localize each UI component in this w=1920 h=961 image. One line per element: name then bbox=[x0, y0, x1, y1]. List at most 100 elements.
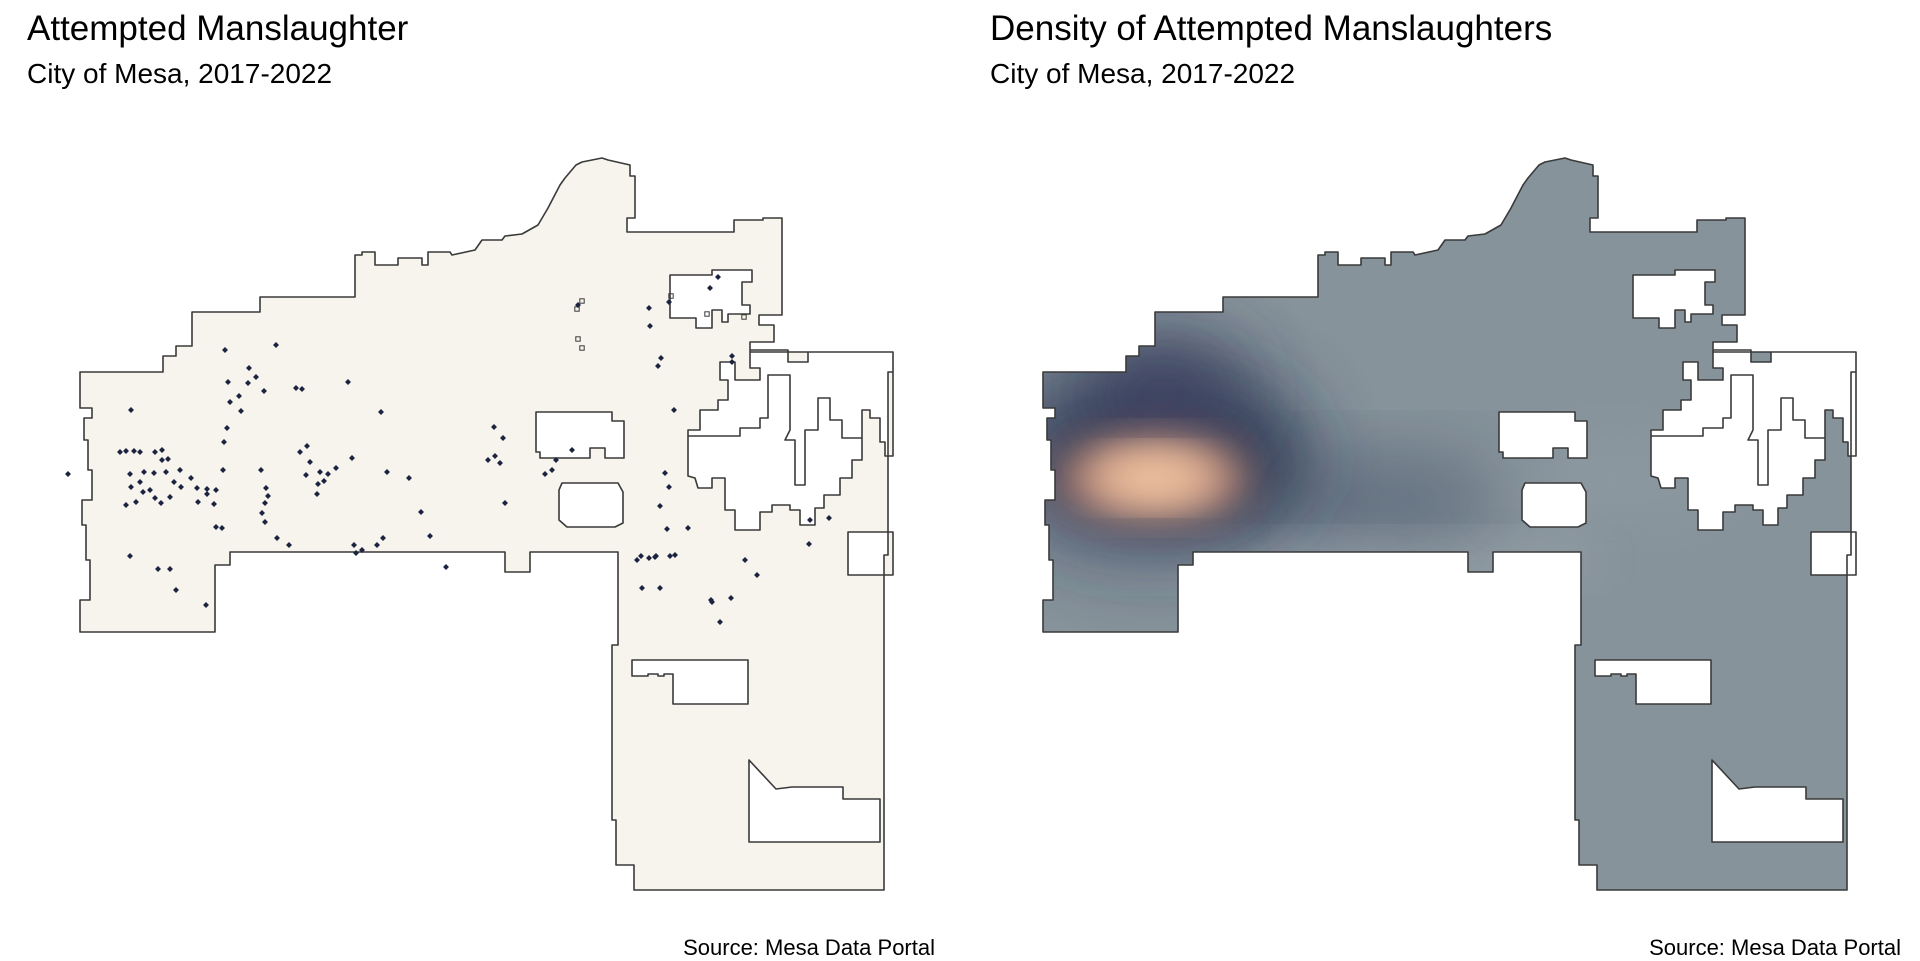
incident-point bbox=[303, 472, 309, 478]
density-map bbox=[1042, 157, 1857, 891]
incident-point bbox=[258, 467, 264, 473]
incident-point bbox=[742, 557, 748, 563]
incident-point bbox=[806, 541, 812, 547]
incident-point bbox=[155, 566, 161, 572]
city-boundary bbox=[79, 157, 894, 891]
incident-point bbox=[500, 435, 506, 441]
incident-point bbox=[826, 515, 832, 521]
incident-point bbox=[658, 355, 664, 361]
incident-point bbox=[666, 299, 672, 305]
incident-point bbox=[333, 465, 339, 471]
incident-point bbox=[253, 374, 259, 380]
incident-point bbox=[729, 353, 735, 359]
incident-point bbox=[685, 525, 691, 531]
incident-point bbox=[167, 566, 173, 572]
density-map-source: Source: Mesa Data Portal bbox=[1649, 935, 1901, 960]
incident-point bbox=[662, 470, 668, 476]
incident-point bbox=[315, 481, 321, 487]
incident-point bbox=[664, 526, 670, 532]
incident-point bbox=[345, 379, 351, 385]
unincorporated-area bbox=[1811, 532, 1856, 575]
incident-point bbox=[671, 407, 677, 413]
incident-point bbox=[647, 323, 653, 329]
unincorporated-area bbox=[1499, 412, 1587, 458]
incident-point bbox=[314, 491, 320, 497]
incident-point bbox=[293, 385, 299, 391]
incident-point bbox=[667, 553, 673, 559]
incident-point bbox=[443, 564, 449, 570]
incident-point bbox=[491, 424, 497, 430]
incident-point bbox=[263, 485, 269, 491]
incident-point bbox=[123, 448, 129, 454]
incident-point bbox=[709, 599, 715, 605]
incident-point bbox=[65, 471, 71, 477]
incident-point bbox=[384, 469, 390, 475]
point-map-title: Attempted Manslaughter bbox=[27, 9, 409, 48]
incident-point bbox=[807, 517, 813, 523]
density-contour bbox=[1101, 458, 1205, 498]
incident-point bbox=[259, 510, 265, 516]
incident-point bbox=[173, 587, 179, 593]
incident-point bbox=[657, 503, 663, 509]
boundary-notch bbox=[579, 298, 585, 304]
incident-point bbox=[219, 525, 225, 531]
point-map-source: Source: Mesa Data Portal bbox=[683, 935, 935, 960]
unincorporated-area bbox=[1522, 483, 1586, 527]
incident-point bbox=[349, 455, 355, 461]
incident-point bbox=[646, 555, 652, 561]
incident-point bbox=[549, 467, 555, 473]
density-surface bbox=[1043, 340, 1733, 578]
incident-point bbox=[317, 469, 323, 475]
incident-point bbox=[553, 457, 559, 463]
incident-point bbox=[325, 471, 331, 477]
incident-point bbox=[273, 342, 279, 348]
incident-point bbox=[502, 500, 508, 506]
incident-point bbox=[485, 457, 491, 463]
unincorporated-area bbox=[1712, 760, 1843, 842]
incident-point bbox=[127, 471, 133, 477]
point-map-subtitle: City of Mesa, 2017-2022 bbox=[27, 58, 333, 89]
incident-point bbox=[728, 595, 734, 601]
incident-point bbox=[707, 285, 713, 291]
incident-point bbox=[638, 553, 644, 559]
boundary-notch bbox=[575, 336, 581, 342]
incident-point bbox=[657, 585, 663, 591]
incident-point bbox=[261, 388, 267, 394]
density-map-subtitle: City of Mesa, 2017-2022 bbox=[990, 58, 1296, 89]
incident-point bbox=[406, 475, 412, 481]
boundary-notch bbox=[668, 293, 674, 299]
incident-point bbox=[307, 459, 313, 465]
density-contour bbox=[1083, 340, 1243, 450]
incident-point bbox=[299, 386, 305, 392]
incident-point bbox=[418, 509, 424, 515]
incident-point bbox=[213, 524, 219, 530]
incident-point bbox=[569, 447, 575, 453]
incident-point bbox=[639, 585, 645, 591]
incident-point bbox=[304, 443, 310, 449]
incident-point bbox=[262, 500, 268, 506]
incident-point bbox=[666, 484, 672, 490]
boundary-notch bbox=[704, 311, 710, 317]
density-contour bbox=[1263, 455, 1503, 545]
incident-point bbox=[497, 460, 503, 466]
boundary-notch bbox=[741, 314, 747, 320]
density-map-panel: Density of Attempted Manslaughters City … bbox=[963, 0, 1920, 960]
incident-point bbox=[672, 552, 678, 558]
boundary-notch bbox=[579, 345, 585, 351]
incident-point bbox=[754, 572, 760, 578]
incident-point bbox=[652, 554, 658, 560]
city-boundary bbox=[1042, 157, 1857, 891]
incident-point bbox=[717, 619, 723, 625]
incident-point bbox=[321, 478, 327, 484]
incident-point bbox=[378, 409, 384, 415]
incident-point bbox=[729, 359, 735, 365]
point-map bbox=[65, 157, 894, 891]
incident-point bbox=[123, 502, 129, 508]
incident-point bbox=[715, 274, 721, 280]
incident-point bbox=[655, 363, 661, 369]
incident-point bbox=[575, 302, 581, 308]
incident-point bbox=[646, 305, 652, 311]
incident-point bbox=[297, 449, 303, 455]
incident-point bbox=[492, 453, 498, 459]
incident-point bbox=[542, 471, 548, 477]
